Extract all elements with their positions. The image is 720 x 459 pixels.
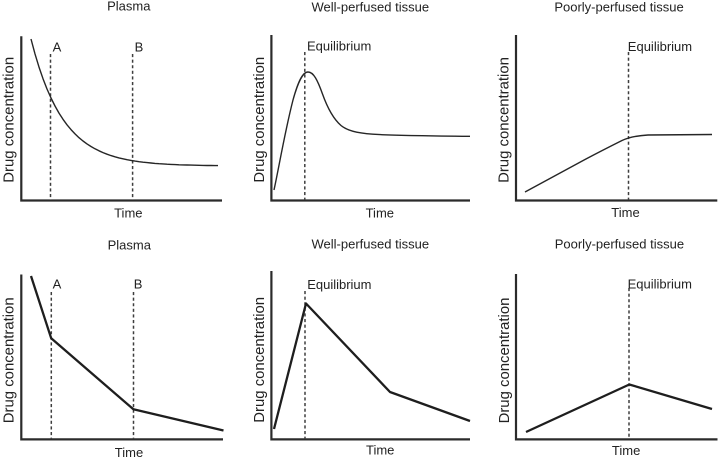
svg-text:Time: Time <box>612 443 640 458</box>
svg-text:Equilibrium: Equilibrium <box>628 39 692 54</box>
svg-text:Time: Time <box>114 205 142 220</box>
svg-text:B: B <box>134 277 143 292</box>
svg-text:Drug concentration: Drug concentration <box>497 57 513 183</box>
svg-text:Equilibrium: Equilibrium <box>307 277 371 292</box>
svg-text:Drug concentration: Drug concentration <box>497 298 513 424</box>
svg-text:Plasma: Plasma <box>107 0 151 13</box>
svg-text:Time: Time <box>366 442 394 457</box>
svg-text:Well-perfused tissue: Well-perfused tissue <box>312 0 430 15</box>
svg-text:Time: Time <box>611 205 639 220</box>
svg-text:B: B <box>135 40 144 55</box>
svg-text:Drug concentration: Drug concentration <box>1 57 17 183</box>
svg-text:Drug concentration: Drug concentration <box>252 57 268 183</box>
svg-text:A: A <box>53 277 62 292</box>
svg-text:A: A <box>53 40 62 55</box>
svg-text:Well-perfused tissue: Well-perfused tissue <box>312 237 430 252</box>
svg-text:Drug concentration: Drug concentration <box>252 297 268 423</box>
svg-text:Poorly-perfused tissue: Poorly-perfused tissue <box>555 236 684 251</box>
svg-text:Plasma: Plasma <box>108 237 152 252</box>
svg-text:Time: Time <box>115 445 143 459</box>
svg-text:Time: Time <box>366 205 394 220</box>
svg-text:Poorly-perfused tissue: Poorly-perfused tissue <box>554 0 683 14</box>
svg-text:Equilibrium: Equilibrium <box>307 39 371 54</box>
svg-text:Equilibrium: Equilibrium <box>628 277 692 292</box>
svg-text:Drug concentration: Drug concentration <box>1 297 17 423</box>
